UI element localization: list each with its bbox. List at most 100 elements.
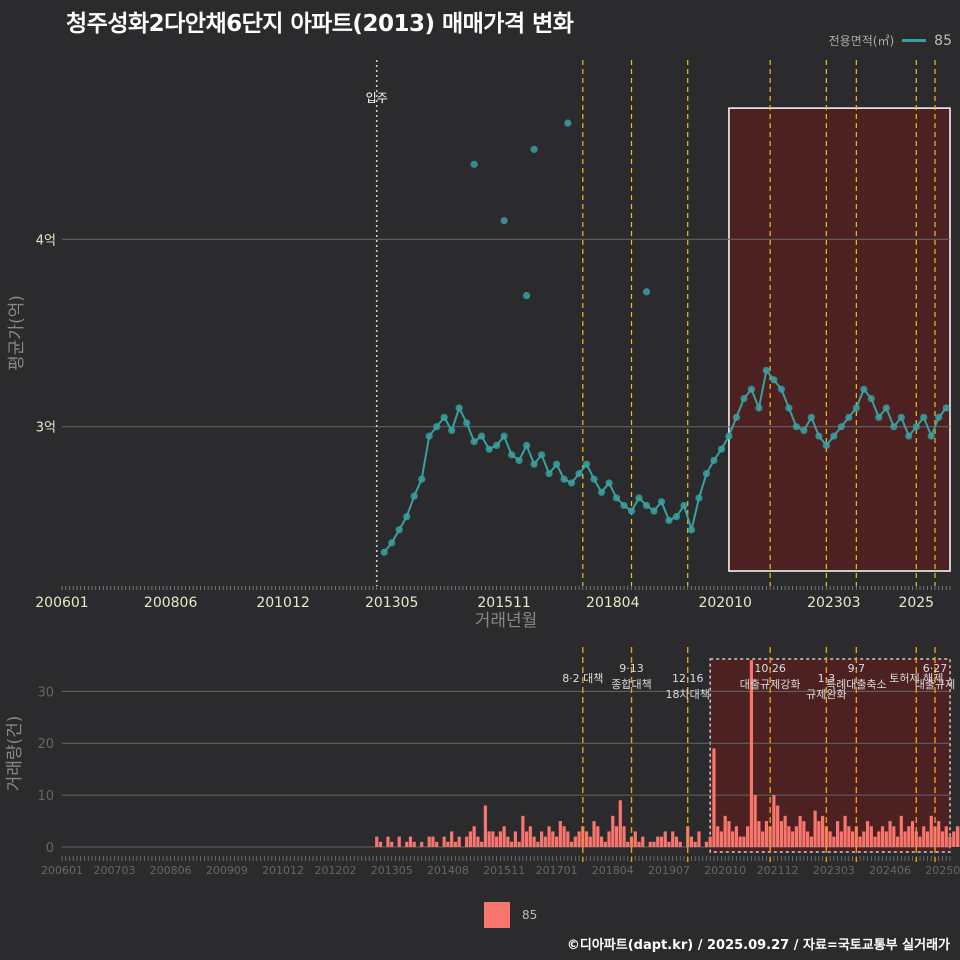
volume-bar (558, 821, 562, 847)
outlier-point (500, 216, 508, 225)
volume-bar (776, 805, 780, 847)
y-tick-label: 3억 (36, 421, 56, 436)
price-point (650, 507, 658, 515)
bar-x-tick-label: 201907 (648, 864, 690, 877)
bar-x-tick-label: 202112 (757, 864, 799, 877)
volume-bar (824, 826, 828, 847)
price-point (687, 526, 696, 534)
volume-bar (794, 826, 798, 847)
price-point (725, 432, 733, 440)
volume-bar (648, 841, 652, 847)
policy-label: 12·16 (672, 672, 704, 685)
volume-bar (525, 831, 529, 847)
volume-bar (540, 831, 544, 847)
volume-bar (925, 831, 930, 847)
volume-bar (626, 841, 630, 847)
volume-bar (491, 831, 495, 847)
volume-bar (836, 821, 840, 847)
price-point (590, 475, 598, 483)
volume-bar (843, 815, 847, 847)
price-point (537, 451, 546, 459)
volume-bar (862, 831, 866, 847)
volume-bar (922, 826, 926, 847)
policy-label: 9·7 (848, 662, 866, 675)
volume-bar (727, 821, 731, 847)
price-point (470, 438, 478, 446)
volume-bar (397, 836, 401, 847)
volume-bar (734, 826, 739, 847)
bar-x-tick-label: 200601 (41, 864, 83, 877)
volume-bar (772, 795, 776, 847)
bar-y-tick-label: 20 (37, 737, 54, 752)
price-point (493, 441, 501, 450)
volume-bar (832, 836, 836, 847)
price-point (403, 513, 411, 521)
price-line (383, 368, 948, 553)
volume-bar (899, 815, 903, 847)
volume-bar (697, 831, 701, 847)
volume-bar (918, 836, 922, 847)
price-point (912, 423, 920, 431)
volume-bar (667, 841, 671, 847)
volume-bar (779, 821, 783, 847)
price-point (830, 432, 838, 440)
volume-bar (622, 826, 626, 847)
bar-x-tick-label: 201804 (592, 864, 634, 877)
price-point (762, 366, 771, 375)
bar-x-tick-label: 201012 (262, 864, 304, 877)
price-point (395, 526, 403, 534)
move-in-label: 입주 (366, 91, 388, 105)
volume-bar (510, 841, 514, 847)
volume-bar (378, 841, 383, 847)
x-tick-label: 202303 (807, 595, 860, 611)
bar-x-tick-label: 201305 (371, 864, 413, 877)
volume-bar (611, 815, 615, 847)
volume-bar (723, 815, 727, 847)
price-point (597, 488, 606, 496)
volume-bar (547, 826, 551, 847)
volume-bar (907, 826, 911, 847)
price-point (882, 404, 890, 412)
price-point (582, 460, 591, 468)
price-point (792, 423, 800, 431)
price-point (777, 385, 785, 393)
price-point (890, 423, 898, 431)
price-point (388, 539, 396, 547)
price-point (747, 385, 756, 393)
volume-bar (783, 815, 787, 847)
price-point (418, 475, 426, 483)
volume-bar (405, 841, 409, 847)
volume-bar (693, 841, 697, 847)
price-point (478, 432, 486, 440)
x-tick-label: 200601 (35, 595, 88, 611)
volume-bar (517, 841, 521, 847)
price-point (515, 456, 523, 465)
bar-x-tick-label: 202509 (925, 864, 960, 877)
volume-bar (674, 836, 679, 847)
volume-bar (880, 826, 885, 847)
volume-bar (487, 831, 491, 847)
policy-label: 18차대책 (666, 688, 710, 701)
volume-bar (888, 821, 892, 847)
volume-bar (933, 826, 937, 847)
volume-bar (641, 836, 645, 847)
price-point (627, 507, 636, 515)
volume-bar (498, 831, 502, 847)
volume-bar (562, 826, 566, 847)
price-point (665, 516, 673, 525)
price-point (837, 423, 845, 431)
volume-bar (480, 841, 484, 847)
policy-label: 토허제 해제 (889, 671, 943, 685)
volume-bar (483, 805, 487, 847)
volume-bar (839, 831, 843, 847)
volume-bar (618, 800, 622, 847)
policy-label: 1·3 (818, 672, 836, 685)
volume-bar (847, 826, 851, 847)
price-point (800, 426, 808, 435)
volume-bar (749, 660, 754, 847)
volume-bar (873, 836, 877, 847)
volume-bar (704, 841, 709, 847)
volume-bar (757, 821, 761, 847)
volume-bar (742, 836, 746, 847)
price-point (852, 404, 860, 412)
